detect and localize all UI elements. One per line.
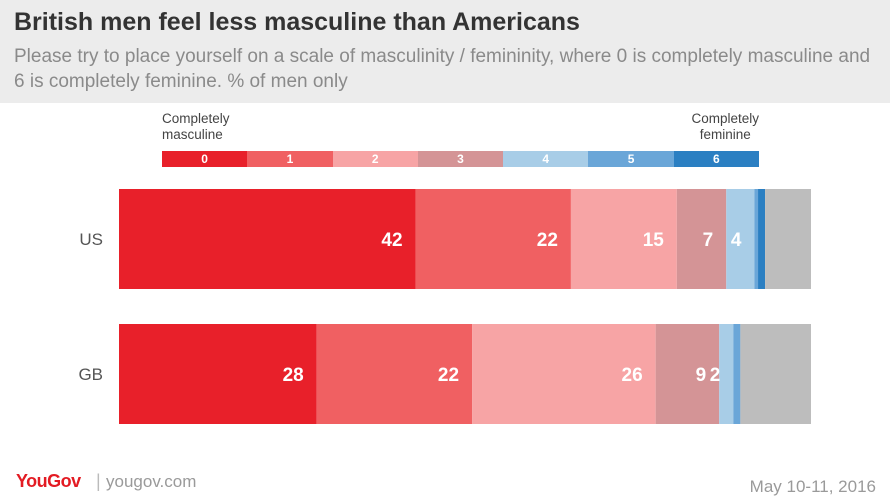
legend: Completely masculine Completely feminine… — [162, 111, 759, 168]
data-label-us-3: 7 — [703, 230, 714, 251]
legend-swatch-1: 1 — [247, 151, 333, 167]
legend-label-masculine-line1: Completely — [162, 111, 230, 126]
legend-label-feminine-line1: Completely — [691, 111, 759, 126]
footer-separator: | — [96, 471, 101, 491]
bar-gb-4 — [719, 324, 734, 424]
legend-label-masculine: Completely masculine — [162, 111, 230, 143]
chart-subtitle: Please try to place yourself on a scale … — [14, 46, 871, 92]
bar-us-0 — [119, 189, 416, 289]
footer-url[interactable]: yougov.com — [106, 472, 197, 491]
chart-title: British men feel less masculine than Ame… — [14, 8, 580, 36]
data-label-us-2: 15 — [643, 230, 665, 251]
data-label-gb-1: 22 — [438, 365, 459, 386]
bar-us-3 — [676, 189, 727, 289]
data-label-gb-4: 2 — [710, 365, 721, 386]
legend-label-feminine: Completely feminine — [691, 111, 759, 143]
data-label-gb-0: 28 — [283, 365, 304, 386]
legend-swatch-2: 2 — [332, 151, 418, 167]
bar-us-2 — [570, 189, 677, 289]
data-label-us-0: 42 — [381, 230, 402, 251]
bar-gb-5 — [733, 324, 741, 424]
data-label-gb-3: 9 — [696, 365, 707, 386]
legend-swatch-3: 3 — [417, 151, 504, 167]
legend-swatch-4: 4 — [503, 151, 589, 167]
legend-label-masculine-line2: masculine — [162, 127, 223, 142]
legend-swatch-0: 0 — [162, 151, 248, 167]
category-label-gb: GB — [78, 365, 103, 384]
bar-gb-1 — [316, 324, 473, 424]
data-label-us-4: 4 — [731, 230, 742, 251]
bar-gb-3 — [655, 324, 720, 424]
data-label-us-1: 22 — [537, 230, 558, 251]
bar-us-6 — [758, 189, 766, 289]
bar-us-1 — [415, 189, 571, 289]
stacked-bar-chart: US 42 22 15 7 4 GB 28 22 26 9 2 — [78, 189, 811, 424]
data-label-gb-2: 26 — [622, 365, 643, 386]
legend-swatch-5: 5 — [588, 151, 674, 167]
bar-us-no-answer — [765, 189, 811, 289]
legend-swatch-6: 6 — [673, 151, 759, 167]
bar-gb-0 — [119, 324, 317, 424]
header-band: British men feel less masculine than Ame… — [0, 0, 890, 103]
bar-us-4 — [726, 189, 755, 289]
legend-label-feminine-line2: feminine — [699, 127, 751, 142]
yougov-logo: YouGov — [16, 471, 81, 491]
bar-gb-2 — [472, 324, 656, 424]
category-label-us: US — [79, 230, 103, 249]
bar-us-5 — [754, 189, 759, 289]
survey-date: May 10-11, 2016 — [749, 477, 876, 496]
bar-gb-no-answer — [740, 324, 811, 424]
